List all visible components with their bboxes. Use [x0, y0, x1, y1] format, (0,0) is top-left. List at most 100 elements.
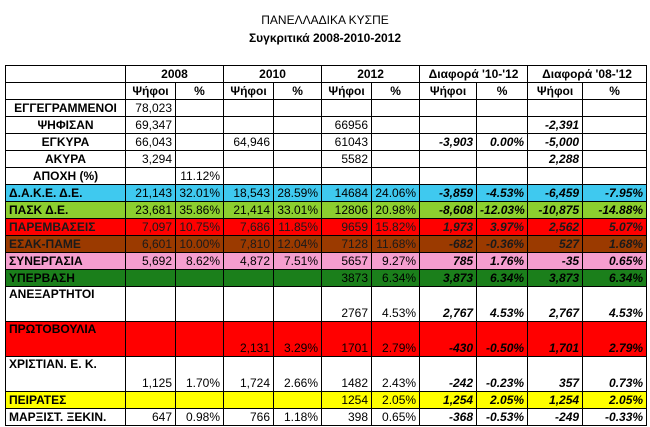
cell: 2,767 [419, 286, 478, 322]
cell: 1.76% [476, 252, 529, 270]
cell: -0.33% [582, 408, 648, 426]
cell: 3.29% [273, 321, 323, 357]
cell: 4,872 [223, 252, 275, 270]
row-label: ΨΗΦΙΣΑΝ [5, 116, 126, 134]
cell: -7.95% [582, 184, 648, 202]
cell: 0.98% [174, 408, 225, 426]
table-row: ΑΝΕΞΑΡΤΗΤΟΙ 2767 4.53% 2,767 4.53% 2,767… [5, 286, 648, 322]
row-label: ΜΑΡΞΙΣΤ. ΞΕΚΙΝ. [5, 408, 126, 426]
cell [476, 116, 529, 134]
cell [273, 99, 323, 117]
cell [419, 150, 478, 168]
cell: 6.34% [371, 269, 421, 287]
cell: 14684 [321, 184, 373, 202]
cell: 2.05% [582, 391, 648, 409]
cell: -368 [419, 408, 478, 426]
cell: -5,000 [527, 133, 584, 151]
cell [223, 99, 275, 117]
cell: 2.66% [273, 356, 323, 392]
row-label: Δ.Α.Κ.Ε. Δ.Ε. [5, 184, 126, 202]
cell: -242 [419, 356, 478, 392]
cell: -0.50% [476, 321, 529, 357]
cell: 7,686 [223, 218, 275, 236]
cell [174, 286, 225, 322]
cell [223, 150, 275, 168]
group-diff-10-12: Διαφορά '10-'12 [419, 65, 529, 83]
cell: 2.05% [371, 391, 421, 409]
subheader: % [582, 82, 648, 100]
subheader: % [371, 82, 421, 100]
row-label: ΠΡΩΤΟΒΟΥΛΙΑ [5, 321, 126, 357]
cell [223, 167, 275, 185]
cell: -6,459 [527, 184, 584, 202]
cell: 66,043 [125, 133, 176, 151]
cell [174, 99, 225, 117]
table-row: ΠΡΩΤΟΒΟΥΛΙΑ 2,131 3.29% 1701 2.79% -430 … [5, 321, 648, 357]
cell: 33.01% [273, 201, 323, 219]
cell: -10,875 [527, 201, 584, 219]
group-2012: 2012 [321, 65, 421, 83]
cell [174, 391, 225, 409]
cell: -12.03% [476, 201, 529, 219]
cell: 0.65% [371, 408, 421, 426]
cell: 6,601 [125, 235, 176, 253]
subheader: Ψήφοι [223, 82, 275, 100]
cell: 1701 [321, 321, 373, 357]
group-diff-08-12: Διαφορά '08-'12 [527, 65, 648, 83]
cell: 647 [125, 408, 176, 426]
row-label: ΠΑΡΕΜΒΑΣΕΙΣ [5, 218, 126, 236]
cell: 12.04% [273, 235, 323, 253]
cell [273, 150, 323, 168]
cell [419, 167, 478, 185]
cell: 28.59% [273, 184, 323, 202]
cell: -14.88% [582, 201, 648, 219]
cell: 61043 [321, 133, 373, 151]
cell: 1.70% [174, 356, 225, 392]
cell: -249 [527, 408, 584, 426]
cell: 3.97% [476, 218, 529, 236]
cell [125, 286, 176, 322]
cell [371, 150, 421, 168]
cell [419, 116, 478, 134]
cell: 7.51% [273, 252, 323, 270]
subheader-row: Ψήφοι % Ψήφοι % Ψήφοι % Ψήφοι % Ψήφοι % [5, 82, 648, 100]
cell: 4.53% [371, 286, 421, 322]
cell: -3,859 [419, 184, 478, 202]
cell [223, 286, 275, 322]
cell: 11.12% [174, 167, 225, 185]
cell: 24.06% [371, 184, 421, 202]
cell: 1,125 [125, 356, 176, 392]
cell: 2,767 [527, 286, 584, 322]
cell: 66956 [321, 116, 373, 134]
cell: 21,414 [223, 201, 275, 219]
cell: 10.75% [174, 218, 225, 236]
cell: 21,143 [125, 184, 176, 202]
table-row: ΑΠΟΧΗ (%) 11.12% [5, 167, 648, 185]
row-label: ΕΓΚΥΡΑ [5, 133, 126, 151]
subheader: % [273, 82, 323, 100]
cell: 2,288 [527, 150, 584, 168]
cell: 3,294 [125, 150, 176, 168]
cell [371, 99, 421, 117]
cell: 1,724 [223, 356, 275, 392]
cell: 32.01% [174, 184, 225, 202]
cell: 1.68% [582, 235, 648, 253]
page-title: ΠΑΝΕΛΛΑΔΙΚΑ ΚΥΣΠΕ [261, 13, 389, 27]
cell: 2.05% [476, 391, 529, 409]
cell: 527 [527, 235, 584, 253]
cell: 20.98% [371, 201, 421, 219]
cell [174, 133, 225, 151]
cell [321, 167, 373, 185]
cell [174, 150, 225, 168]
table-row: ΠΕΙΡΑΤΕΣ 1254 2.05% 1,254 2.05% 1,254 2.… [5, 391, 648, 409]
cell: 5,692 [125, 252, 176, 270]
subheader: Ψήφοι [125, 82, 176, 100]
cell: 1,973 [419, 218, 478, 236]
cell: 7,810 [223, 235, 275, 253]
cell [125, 321, 176, 357]
cell: -8,608 [419, 201, 478, 219]
cell: 9659 [321, 218, 373, 236]
table-row: ΧΡΙΣΤΙΑΝ. Ε. Κ. 1,125 1.70% 1,724 2.66% … [5, 356, 648, 392]
cell: 2,131 [223, 321, 275, 357]
subheader: % [174, 82, 225, 100]
